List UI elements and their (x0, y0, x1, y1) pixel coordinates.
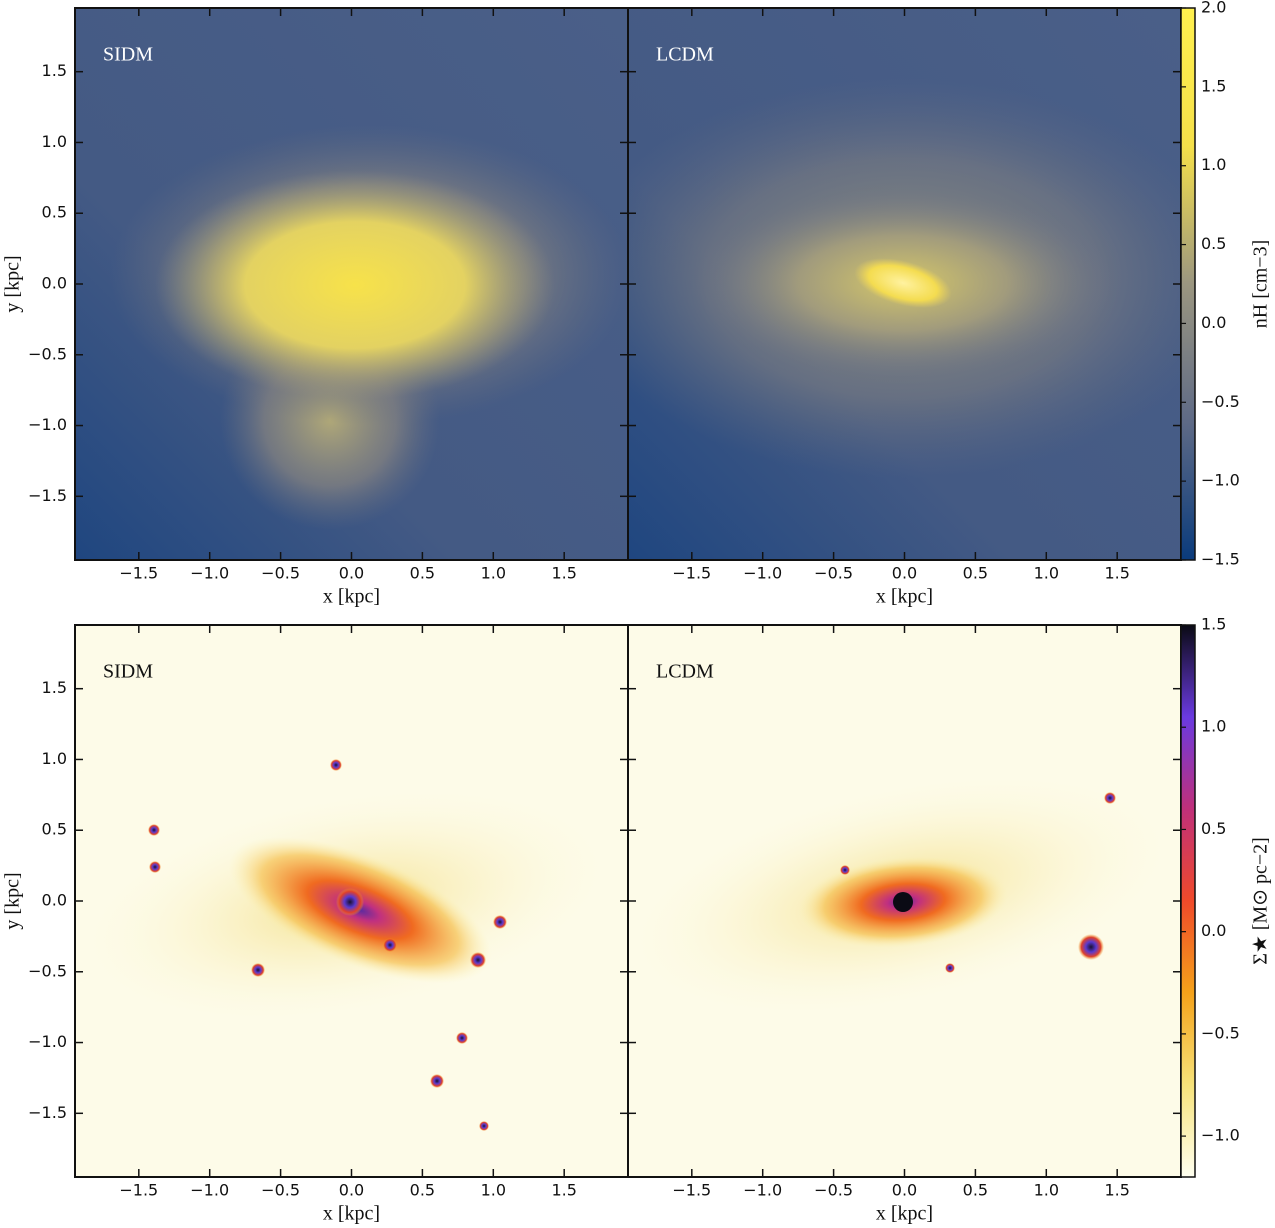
colorbar-label: nH [cm−3] (1250, 240, 1272, 328)
colorbar-tick-label: 2.0 (1201, 0, 1226, 17)
x-axis-label: x [kpc] (323, 586, 380, 608)
colorbar-tick-label: 0.5 (1201, 234, 1226, 253)
y-tick-label: −0.5 (28, 961, 67, 980)
panel-label: SIDM (103, 44, 153, 66)
y-tick-label: 1.5 (42, 61, 67, 80)
x-tick-label: −1.0 (743, 1181, 782, 1200)
x-tick-label: 0.5 (963, 564, 988, 583)
colorbar (1180, 7, 1196, 561)
y-tick-label: 0.5 (42, 203, 67, 222)
x-tick-label: −0.5 (814, 564, 853, 583)
colorbar-tick-label: 1.5 (1201, 615, 1226, 634)
y-tick-label: 1.5 (42, 678, 67, 697)
colorbar-tick-label: 1.0 (1201, 717, 1226, 736)
x-tick-label: 1.0 (481, 564, 506, 583)
x-tick-label: 0.5 (963, 1181, 988, 1200)
colorbar-tick-label: −0.5 (1201, 1023, 1240, 1042)
colorbar-tick-label: −0.5 (1201, 392, 1240, 411)
x-tick-label: −0.5 (814, 1181, 853, 1200)
x-tick-label: −1.5 (119, 1181, 158, 1200)
x-tick-label: −1.0 (190, 1181, 229, 1200)
x-tick-label: 0.0 (892, 564, 917, 583)
x-tick-label: −1.5 (672, 564, 711, 583)
colorbar-tick-label: 0.5 (1201, 819, 1226, 838)
colorbar (1180, 624, 1196, 1178)
colorbar-tick-label: −1.5 (1201, 550, 1240, 569)
y-tick-label: 0.0 (42, 274, 67, 293)
colorbar-tick-label: −1.0 (1201, 471, 1240, 490)
x-tick-label: −1.5 (119, 564, 158, 583)
colorbar-tick-label: 0.0 (1201, 921, 1226, 940)
x-axis-label: x [kpc] (876, 586, 933, 608)
x-tick-label: −1.5 (672, 1181, 711, 1200)
x-tick-label: 0.0 (339, 564, 364, 583)
y-tick-label: −1.5 (28, 1103, 67, 1122)
panel-label: LCDM (656, 661, 714, 683)
x-tick-label: 1.5 (1104, 564, 1129, 583)
x-axis-label: x [kpc] (876, 1203, 933, 1225)
x-tick-label: 0.5 (410, 1181, 435, 1200)
colorbar-label: Σ★ [M⊙ pc−2] (1250, 837, 1272, 965)
x-tick-label: 1.0 (1034, 564, 1059, 583)
colorbar-tick-label: 1.5 (1201, 76, 1226, 95)
x-tick-label: 1.0 (1034, 1181, 1059, 1200)
y-tick-label: 0.0 (42, 891, 67, 910)
x-tick-label: −1.0 (743, 564, 782, 583)
panel-label: SIDM (103, 661, 153, 683)
x-tick-label: −1.0 (190, 564, 229, 583)
x-tick-label: 0.0 (892, 1181, 917, 1200)
y-tick-label: −1.5 (28, 486, 67, 505)
density-map (628, 8, 1181, 560)
stellar-map (75, 625, 628, 1178)
stellar-map (628, 625, 1181, 1178)
y-tick-label: 0.5 (42, 820, 67, 839)
x-tick-label: 1.5 (1104, 1181, 1129, 1200)
x-tick-label: 1.5 (551, 564, 576, 583)
x-tick-label: 0.5 (410, 564, 435, 583)
y-tick-label: 1.0 (42, 749, 67, 768)
y-tick-label: −1.0 (28, 1032, 67, 1051)
panel-label: LCDM (656, 44, 714, 66)
x-tick-label: −0.5 (261, 564, 300, 583)
colorbar-tick-label: 1.0 (1201, 155, 1226, 174)
x-axis-label: x [kpc] (323, 1203, 380, 1225)
x-tick-label: 1.5 (551, 1181, 576, 1200)
y-tick-label: −1.0 (28, 415, 67, 434)
y-axis-label: y [kpc] (2, 255, 24, 312)
colorbar-tick-label: −1.0 (1201, 1126, 1240, 1145)
x-tick-label: −0.5 (261, 1181, 300, 1200)
x-tick-label: 1.0 (481, 1181, 506, 1200)
colorbar-tick-label: 0.0 (1201, 313, 1226, 332)
density-map (75, 8, 628, 560)
y-axis-label: y [kpc] (2, 872, 24, 929)
x-tick-label: 0.0 (339, 1181, 364, 1200)
y-tick-label: −0.5 (28, 344, 67, 363)
y-tick-label: 1.0 (42, 132, 67, 151)
